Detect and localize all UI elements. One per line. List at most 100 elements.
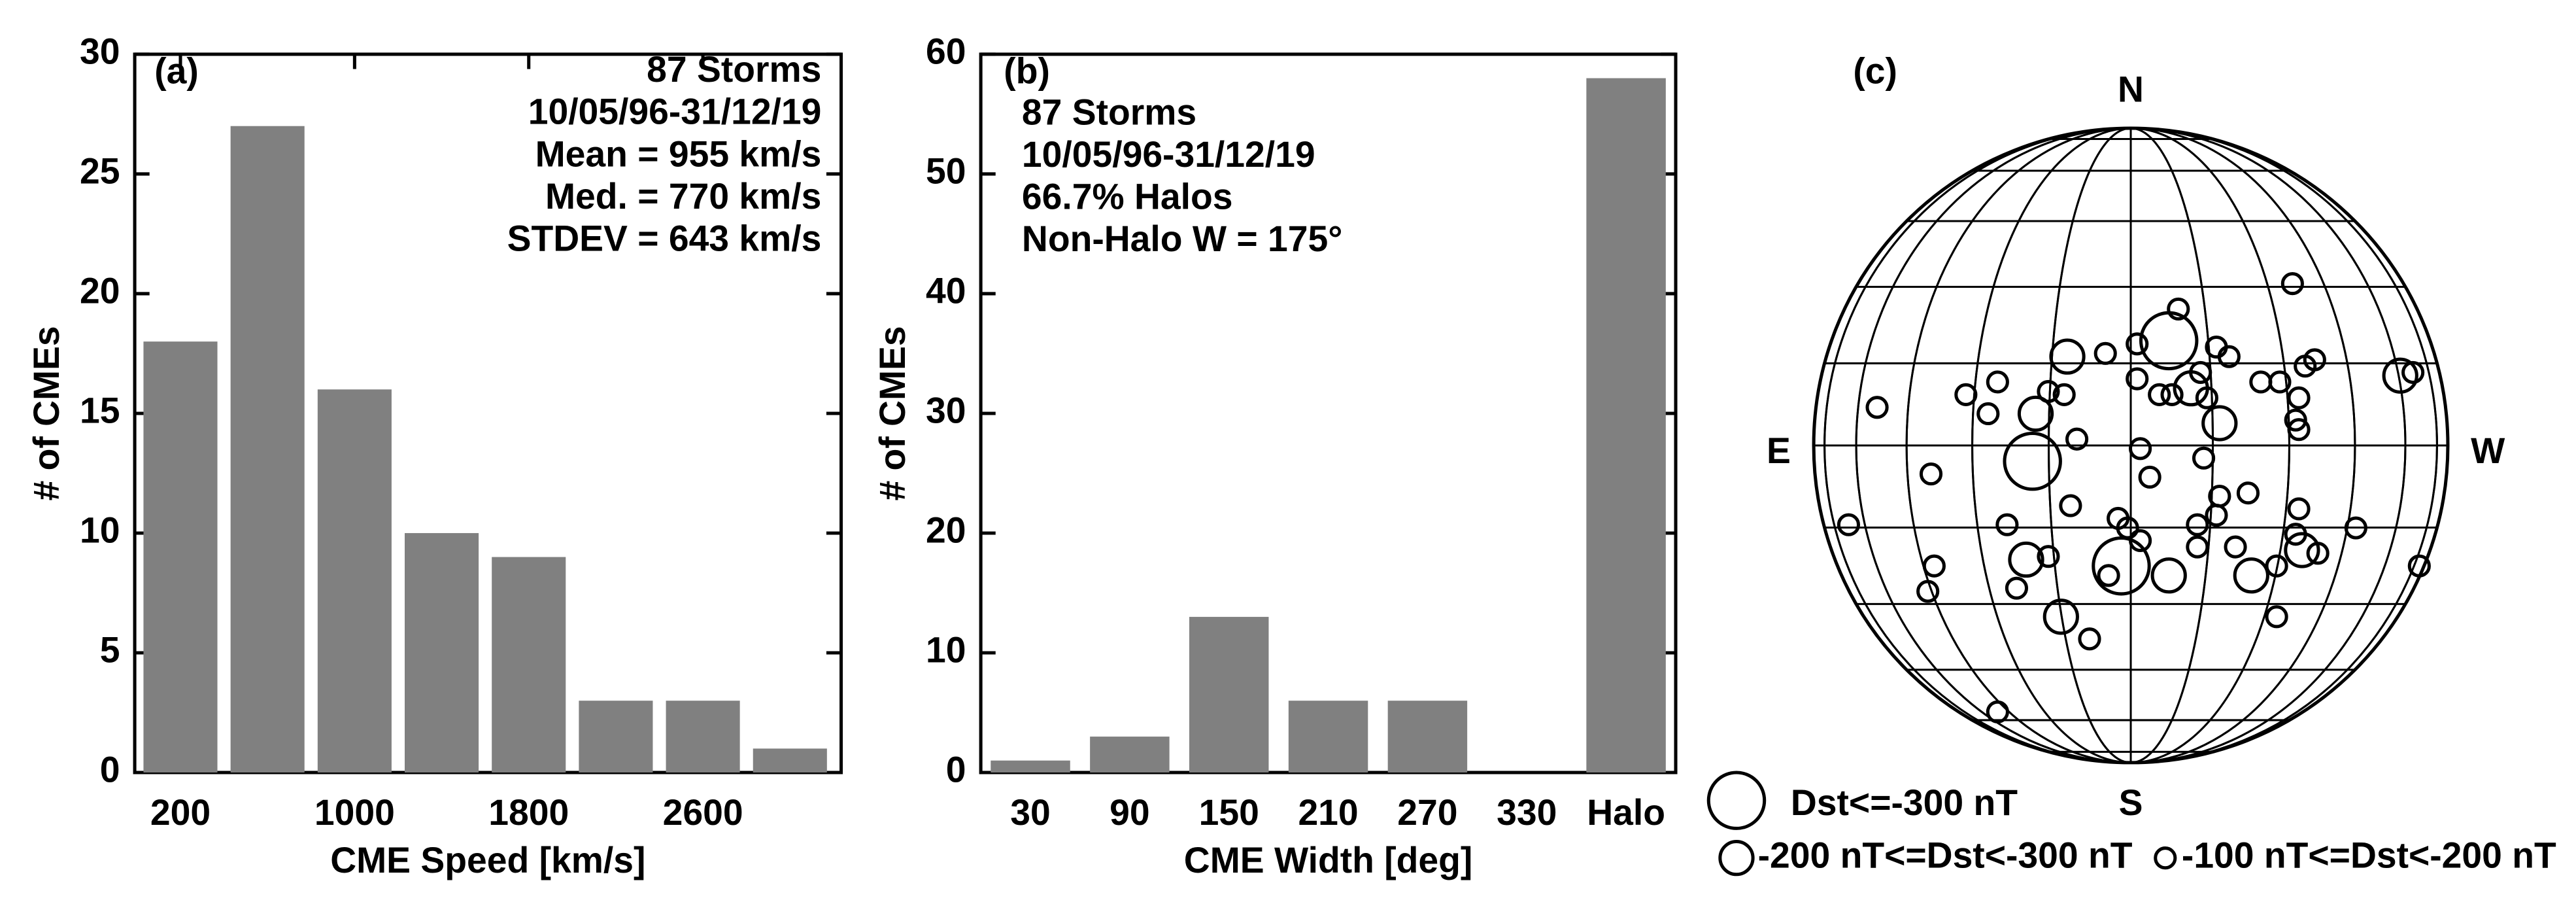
annotation: 87 Storms xyxy=(647,49,821,90)
direction-label: N xyxy=(2118,69,2144,109)
event-marker xyxy=(2344,516,2367,540)
event-marker xyxy=(2093,341,2117,365)
legend-marker xyxy=(1706,771,1767,830)
event-marker xyxy=(2233,557,2269,594)
y-tick-label: 20 xyxy=(80,271,120,311)
event-marker xyxy=(2008,541,2044,578)
event-marker xyxy=(1837,513,1861,536)
bar xyxy=(753,748,827,773)
bar xyxy=(1387,701,1468,773)
event-marker xyxy=(2126,332,2149,356)
event-marker xyxy=(2236,481,2260,505)
bar xyxy=(492,557,566,773)
annotation: STDEV = 643 km/s xyxy=(507,218,822,258)
bar xyxy=(143,341,218,773)
event-marker xyxy=(1976,402,2000,426)
bar xyxy=(1288,701,1368,773)
event-marker xyxy=(2284,523,2307,546)
legend-label: Dst<=-300 nT xyxy=(1791,782,2018,823)
bar xyxy=(230,126,305,773)
bar xyxy=(1586,78,1666,773)
event-marker xyxy=(2407,554,2431,578)
event-marker xyxy=(2287,497,2311,521)
annotation: 66.7% Halos xyxy=(1022,177,1233,217)
event-marker xyxy=(2287,386,2311,409)
direction-label: E xyxy=(1767,430,1791,471)
x-tick-label: Halo xyxy=(1587,792,1665,833)
x-tick-label: 200 xyxy=(150,792,211,833)
event-marker xyxy=(1986,370,2009,394)
legend-marker xyxy=(2154,846,2177,870)
y-tick-label: 30 xyxy=(926,391,966,431)
y-tick-label: 5 xyxy=(100,630,120,670)
event-marker xyxy=(2116,516,2139,540)
y-axis-label: # of CMEs xyxy=(872,326,913,500)
y-tick-label: 0 xyxy=(946,750,966,790)
annotation: 10/05/96-31/12/19 xyxy=(528,92,822,132)
x-tick-label: 1800 xyxy=(488,792,569,833)
event-marker xyxy=(2148,383,2171,406)
x-tick-label: 150 xyxy=(1199,792,1259,833)
y-tick-label: 30 xyxy=(80,31,120,72)
event-marker xyxy=(2037,545,2060,568)
bar xyxy=(317,389,392,773)
x-tick-label: 1000 xyxy=(314,792,395,833)
event-marker xyxy=(2280,272,2304,296)
bar xyxy=(405,532,479,773)
event-marker xyxy=(2059,494,2082,517)
event-marker xyxy=(2284,408,2307,432)
event-marker xyxy=(2401,360,2425,384)
event-marker xyxy=(2265,605,2288,629)
bar xyxy=(991,760,1070,773)
event-marker xyxy=(2186,513,2209,536)
event-marker xyxy=(1922,554,1946,578)
y-tick-label: 10 xyxy=(926,630,966,670)
event-marker xyxy=(2092,536,2151,596)
event-marker xyxy=(2265,554,2288,578)
event-marker xyxy=(2042,599,2079,635)
bar xyxy=(1090,737,1170,773)
event-marker xyxy=(1954,383,1978,406)
direction-label: S xyxy=(2119,782,2143,823)
event-marker xyxy=(2268,370,2292,394)
y-tick-label: 20 xyxy=(926,510,966,551)
event-marker xyxy=(2065,427,2089,451)
event-marker xyxy=(2003,431,2062,491)
event-marker xyxy=(2097,564,2120,587)
annotation: 10/05/96-31/12/19 xyxy=(1022,134,1315,175)
x-tick-label: 90 xyxy=(1110,792,1149,833)
event-marker xyxy=(2037,379,2060,404)
legend-label: -100 nT<=Dst<-200 nT xyxy=(2182,835,2556,875)
event-marker xyxy=(2192,446,2216,470)
y-tick-label: 60 xyxy=(926,31,966,72)
event-marker xyxy=(2167,297,2190,321)
y-tick-label: 25 xyxy=(80,151,120,192)
event-marker xyxy=(1919,462,1943,486)
event-marker xyxy=(2189,360,2212,384)
y-tick-label: 50 xyxy=(926,151,966,192)
event-marker xyxy=(2195,386,2219,409)
event-marker xyxy=(2150,557,2187,594)
event-marker xyxy=(2128,529,2152,553)
y-tick-label: 0 xyxy=(100,750,120,790)
bar xyxy=(579,701,653,773)
event-marker xyxy=(1995,513,2019,536)
event-marker xyxy=(1916,580,1940,603)
annotation: Med. = 770 km/s xyxy=(545,176,821,217)
x-tick-label: 2600 xyxy=(663,792,743,833)
y-tick-label: 10 xyxy=(80,510,120,551)
event-marker xyxy=(2217,345,2241,368)
annotation: Non-Halo W = 175° xyxy=(1022,218,1342,259)
event-marker xyxy=(2306,542,2330,565)
event-marker xyxy=(2017,395,2054,432)
panel-label: (c) xyxy=(1853,51,1897,92)
annotation: Mean = 955 km/s xyxy=(535,133,822,174)
panel-label: (b) xyxy=(1004,51,1050,92)
x-tick-label: 330 xyxy=(1497,792,1557,833)
event-marker xyxy=(2284,532,2320,568)
solar-disk xyxy=(1812,126,2450,765)
event-marker xyxy=(2382,357,2418,394)
bar xyxy=(666,701,740,773)
y-axis-label: # of CMEs xyxy=(26,326,67,500)
